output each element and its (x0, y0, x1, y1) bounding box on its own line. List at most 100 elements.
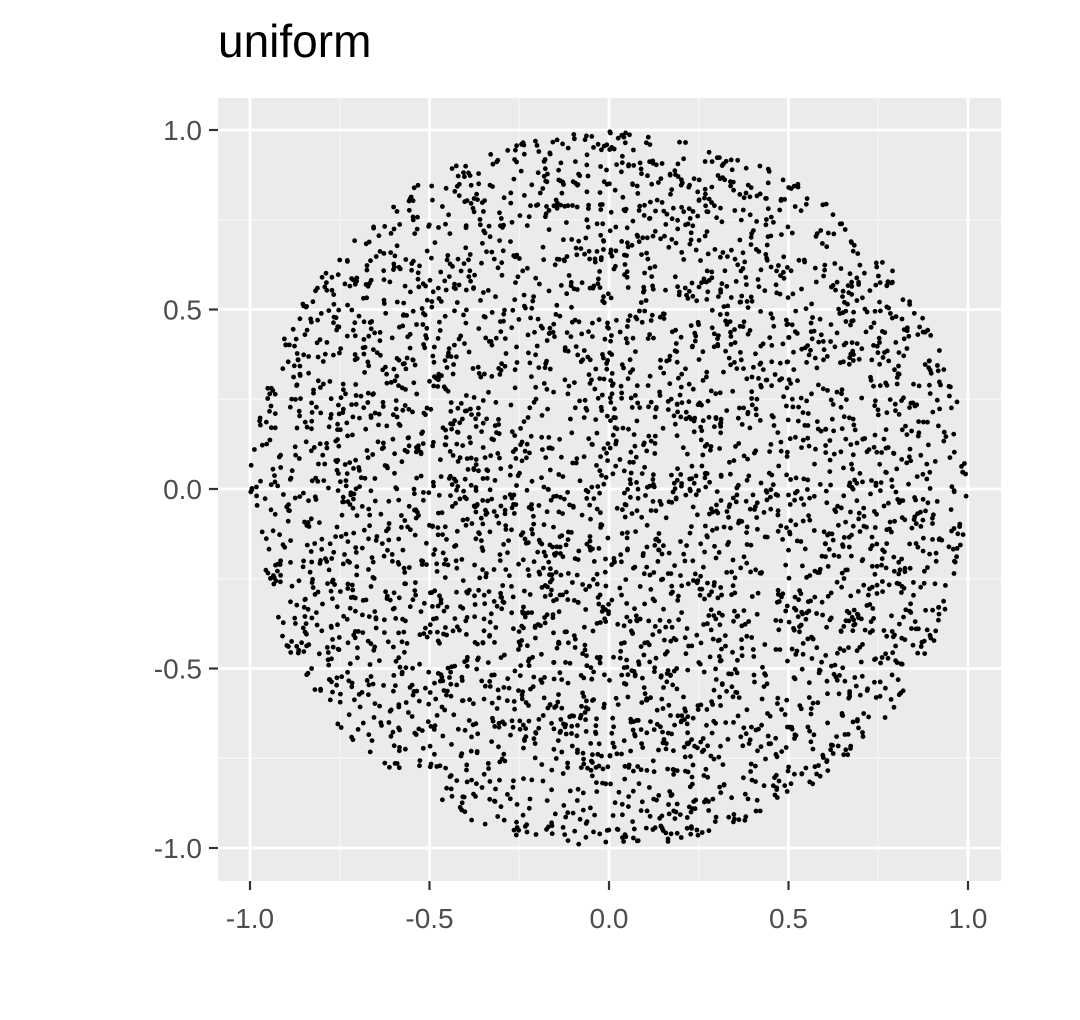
data-point (713, 555, 719, 561)
data-point (463, 163, 468, 169)
data-point (728, 183, 733, 189)
data-point (845, 731, 851, 737)
data-point (318, 688, 323, 693)
data-point (701, 669, 707, 675)
data-point (679, 177, 684, 183)
data-point (726, 504, 732, 510)
data-point (839, 570, 845, 576)
data-point (466, 718, 472, 723)
data-point (598, 510, 603, 516)
data-point (886, 358, 892, 364)
data-point (315, 285, 320, 291)
data-point (319, 546, 325, 552)
data-point (328, 412, 334, 417)
data-point (669, 187, 675, 193)
data-point (749, 635, 755, 640)
data-point (675, 598, 681, 603)
data-point (548, 592, 553, 598)
data-point (267, 391, 273, 397)
data-point (507, 472, 513, 478)
data-point (873, 695, 879, 700)
data-point (609, 383, 615, 388)
data-point (511, 492, 517, 498)
data-point (869, 563, 875, 569)
data-point (572, 645, 578, 650)
data-point (896, 559, 902, 565)
data-point (738, 299, 744, 305)
data-point (827, 457, 833, 463)
data-point (393, 683, 398, 688)
data-point (282, 544, 288, 550)
data-point (668, 831, 674, 837)
data-point (683, 492, 689, 498)
data-point (703, 203, 708, 209)
data-point (714, 502, 719, 508)
data-point (363, 597, 369, 603)
data-point (915, 650, 921, 656)
data-point (468, 201, 474, 206)
data-point (666, 357, 672, 363)
data-point (716, 610, 722, 616)
data-point (604, 142, 610, 148)
data-point (442, 442, 448, 447)
data-point (289, 396, 295, 402)
data-point (444, 257, 450, 263)
data-point (630, 819, 635, 824)
data-point (674, 801, 680, 807)
data-point (899, 316, 905, 322)
data-point (698, 573, 703, 579)
data-point (951, 571, 957, 576)
data-point (847, 694, 853, 699)
data-point (328, 396, 334, 402)
data-point (570, 810, 576, 816)
data-point (486, 223, 492, 229)
data-point (740, 743, 746, 749)
data-point (754, 611, 760, 617)
data-point (721, 304, 727, 309)
data-point (314, 622, 320, 628)
data-point (688, 230, 694, 236)
data-point (619, 132, 625, 138)
data-point (351, 466, 356, 471)
data-point (602, 569, 608, 575)
data-point (440, 550, 446, 556)
data-point (927, 367, 933, 373)
data-point (498, 804, 504, 810)
data-point (352, 697, 357, 703)
data-point (575, 352, 581, 358)
data-point (617, 585, 623, 591)
data-point (353, 382, 359, 387)
data-point (730, 495, 736, 501)
data-point (699, 830, 705, 835)
data-point (444, 785, 449, 791)
data-point (573, 344, 579, 349)
data-point (517, 256, 522, 261)
data-point (763, 252, 769, 257)
data-point (471, 395, 477, 400)
data-point (838, 629, 844, 634)
data-point (327, 541, 333, 547)
data-point (479, 785, 485, 790)
data-point (269, 385, 274, 391)
data-point (828, 397, 834, 403)
data-point (607, 228, 613, 234)
data-point (590, 628, 596, 634)
data-point (584, 698, 589, 704)
data-point (376, 411, 382, 417)
data-point (402, 570, 408, 575)
data-point (492, 799, 498, 804)
data-point (415, 182, 421, 188)
data-point (588, 767, 594, 773)
data-point (627, 132, 632, 138)
data-point (452, 308, 457, 314)
data-point (464, 393, 469, 398)
data-point (414, 391, 420, 397)
data-point (304, 424, 310, 430)
data-point (731, 458, 737, 463)
data-point (450, 628, 456, 634)
data-point (580, 790, 586, 796)
data-point (909, 428, 914, 434)
data-point (821, 357, 826, 363)
data-point (592, 812, 597, 818)
data-point (367, 523, 372, 529)
